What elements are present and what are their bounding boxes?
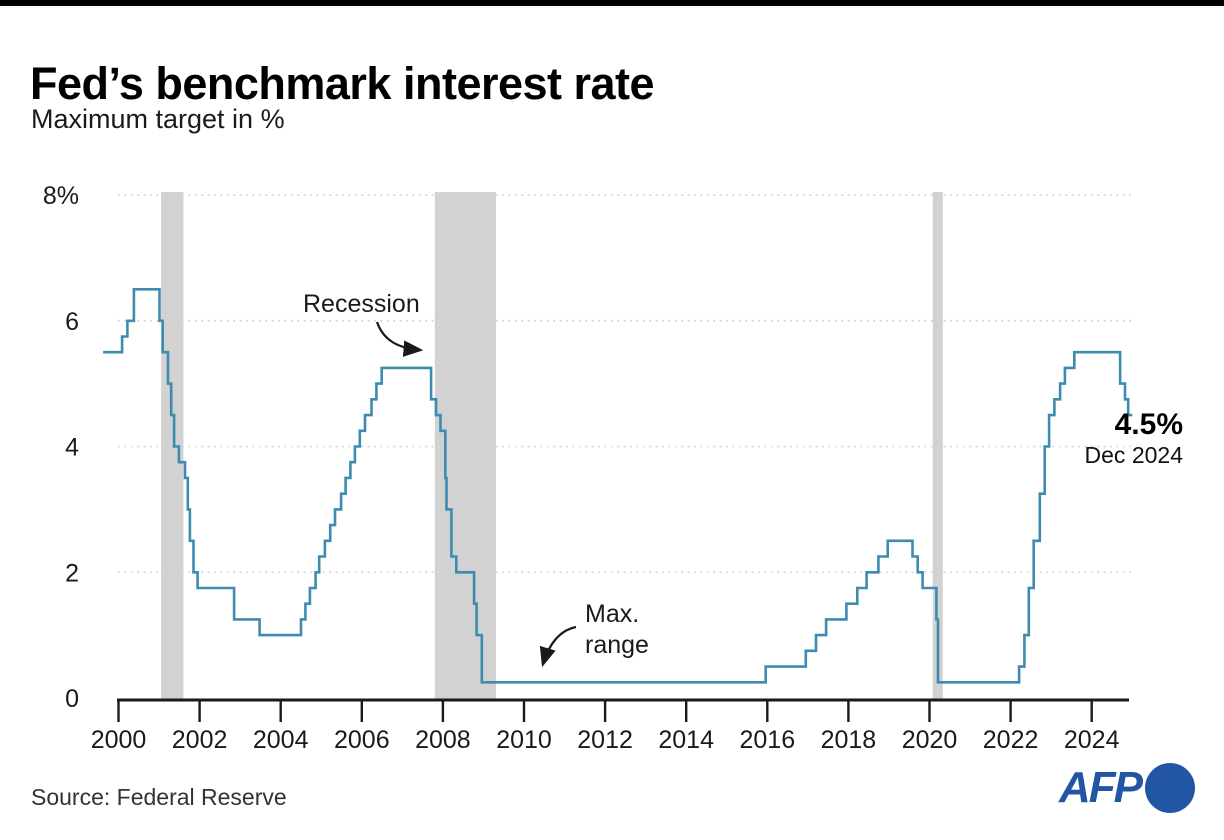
rate-step-line [103,288,1133,684]
x-tick-label: 2016 [739,726,795,754]
page-title: Fed’s benchmark interest rate [30,58,655,110]
y-tick-label: 6 [65,308,79,336]
annotation-arrows-layer [375,321,577,668]
latest-date: Dec 2024 [1084,442,1183,468]
afp-logo-text: AFP [1059,763,1143,812]
x-tick-label: 2012 [577,726,633,754]
max-range-annotation-label: Max. range [585,599,649,661]
x-tick-label: 2018 [821,726,877,754]
latest-value: 4.5% [1114,408,1183,441]
afp-logo-circle [1145,763,1195,813]
y-tick-label: 8% [43,182,79,210]
afp-logo: AFP [1059,762,1195,814]
x-tick-label: 2008 [415,726,471,754]
max-range-line1: Max. [585,600,640,628]
x-tick-label: 2020 [902,726,958,754]
x-tick-label: 2006 [334,726,390,754]
latest-value-callout: 4.5% Dec 2024 [1084,408,1183,469]
recession-band [161,192,184,700]
x-tick-label: 2002 [172,726,228,754]
x-tick-label: 2024 [1064,726,1120,754]
recession-annotation-label: Recession [303,290,420,318]
y-axis-labels-layer: 8% 6 4 2 0 [43,182,79,713]
max-range-arrow [539,625,577,668]
y-tick-label: 0 [65,685,79,713]
gridlines-layer [118,194,1131,574]
x-tick-label: 2000 [91,726,147,754]
top-border-bar [0,0,1224,6]
x-tick-label: 2022 [983,726,1039,754]
max-range-line2: range [585,631,649,659]
x-tick-label: 2014 [658,726,714,754]
x-axis-layer: 2000 2002 2004 2006 2008 2010 2012 2014 2016 2018… [91,698,1129,754]
x-tick-label: 2010 [496,726,552,754]
y-tick-label: 2 [65,559,79,587]
chart-subtitle: Maximum target in % [31,104,285,134]
recession-arrow [375,321,424,357]
y-tick-label: 4 [65,434,79,462]
source-label: Source: Federal Reserve [31,784,287,810]
x-tick-label: 2004 [253,726,309,754]
